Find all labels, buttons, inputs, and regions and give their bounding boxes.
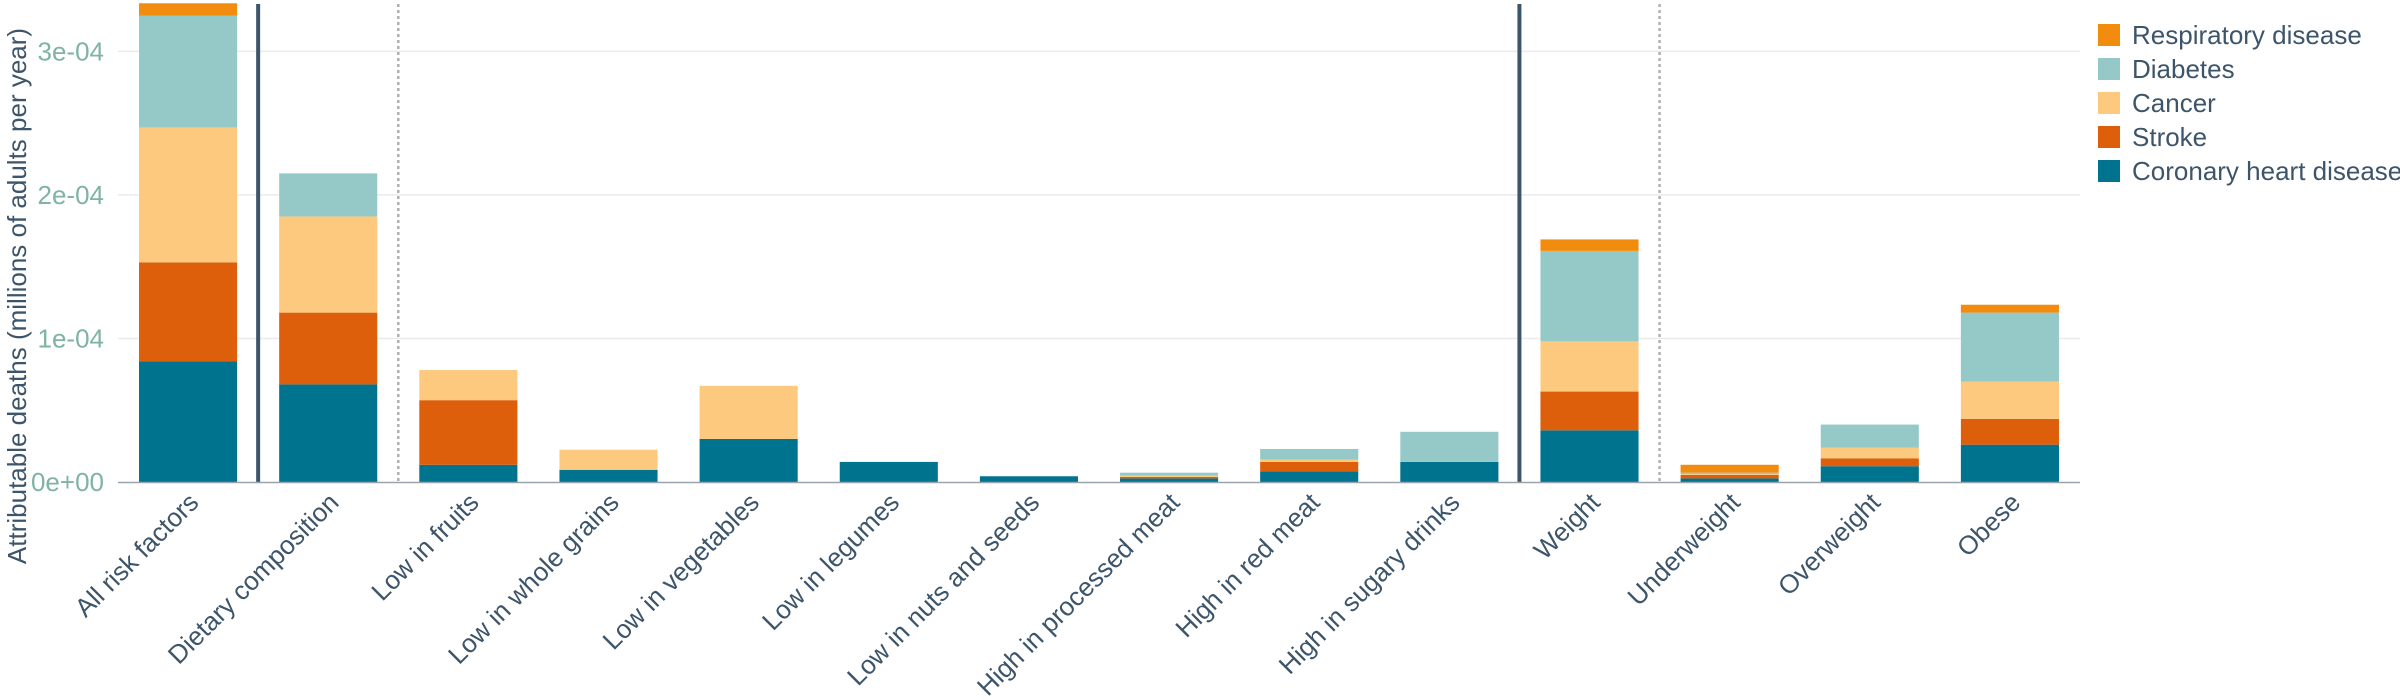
legend-label-1: Stroke bbox=[2132, 122, 2207, 152]
bars bbox=[139, 3, 2059, 482]
x-tick-label: Overweight bbox=[1772, 486, 1887, 601]
legend-swatch-3 bbox=[2098, 58, 2120, 80]
bar-segment-8-0 bbox=[1260, 471, 1359, 482]
bar-segment-12-1 bbox=[1820, 458, 1919, 467]
bar-segment-10-2 bbox=[1540, 341, 1639, 392]
bar-segment-7-2 bbox=[1120, 475, 1219, 477]
bar-segment-13-0 bbox=[1960, 444, 2059, 482]
bar-segment-0-4 bbox=[139, 3, 238, 16]
bar-segment-6-0 bbox=[979, 476, 1078, 482]
x-tick-label: High in red meat bbox=[1169, 486, 1326, 643]
y-tick-label: 2e-04 bbox=[38, 180, 105, 210]
x-tick-label: Low in legumes bbox=[756, 487, 905, 636]
bar-segment-7-0 bbox=[1120, 478, 1219, 482]
bar-segment-11-4 bbox=[1680, 464, 1779, 473]
bar-segment-2-2 bbox=[419, 370, 518, 401]
bar-segment-12-2 bbox=[1820, 447, 1919, 459]
legend-label-3: Diabetes bbox=[2132, 54, 2235, 84]
legend-swatch-2 bbox=[2098, 92, 2120, 114]
legend-swatch-0 bbox=[2098, 160, 2120, 182]
bar-segment-8-3 bbox=[1260, 448, 1359, 460]
bar-segment-2-1 bbox=[419, 400, 518, 465]
legend-swatch-4 bbox=[2098, 24, 2120, 46]
x-tick-label: Obese bbox=[1951, 487, 2026, 562]
y-axis-title: Attributable deaths (millions of adults … bbox=[2, 28, 32, 564]
bar-segment-10-1 bbox=[1540, 391, 1639, 431]
bar-segment-0-0 bbox=[139, 361, 238, 482]
y-tick-label: 0e+00 bbox=[31, 467, 104, 497]
x-tick-label: Weight bbox=[1528, 486, 1607, 565]
bar-segment-8-2 bbox=[1260, 459, 1359, 462]
bar-segment-1-2 bbox=[279, 216, 378, 313]
bar-segment-11-0 bbox=[1680, 478, 1779, 482]
bar-segment-13-2 bbox=[1960, 381, 2059, 419]
x-tick-label: All risk factors bbox=[69, 487, 205, 623]
bar-segment-8-1 bbox=[1260, 461, 1359, 472]
bar-segment-1-0 bbox=[279, 384, 378, 482]
bar-segment-3-0 bbox=[559, 469, 658, 482]
bar-segment-11-1 bbox=[1680, 474, 1779, 479]
bar-segment-4-0 bbox=[699, 438, 798, 482]
bar-segment-5-0 bbox=[839, 461, 938, 482]
bar-segment-13-4 bbox=[1960, 304, 2059, 313]
x-tick-label: Underweight bbox=[1621, 486, 1746, 611]
bar-segment-12-0 bbox=[1820, 466, 1919, 482]
bar-segment-0-2 bbox=[139, 127, 238, 263]
bar-segment-4-2 bbox=[699, 385, 798, 439]
legend-label-2: Cancer bbox=[2132, 88, 2216, 118]
bar-segment-10-4 bbox=[1540, 239, 1639, 251]
legend: Respiratory disease Diabetes Cancer Stroke C… bbox=[2098, 20, 2400, 186]
gridlines bbox=[118, 50, 2080, 340]
bar-segment-2-0 bbox=[419, 464, 518, 482]
legend-swatch-1 bbox=[2098, 126, 2120, 148]
bar-segment-12-3 bbox=[1820, 424, 1919, 448]
bar-segment-11-3 bbox=[1680, 472, 1779, 475]
legend-label-0: Coronary heart disease bbox=[2132, 156, 2400, 186]
bar-segment-1-3 bbox=[279, 173, 378, 217]
bar-segment-10-3 bbox=[1540, 250, 1639, 342]
group-separators bbox=[256, 4, 1661, 482]
bar-segment-10-0 bbox=[1540, 430, 1639, 482]
x-tick-label: Low in fruits bbox=[365, 487, 484, 606]
bar-segment-13-1 bbox=[1960, 418, 2059, 445]
y-tick-label: 1e-04 bbox=[38, 323, 105, 353]
bar-segment-3-2 bbox=[559, 449, 658, 470]
bar-segment-11-2 bbox=[1680, 474, 1779, 475]
bar-segment-0-1 bbox=[139, 262, 238, 362]
legend-label-4: Respiratory disease bbox=[2132, 20, 2362, 50]
bar-segment-7-1 bbox=[1120, 476, 1219, 479]
x-tick-label: Low in vegetables bbox=[596, 487, 764, 655]
bar-segment-0-3 bbox=[139, 15, 238, 128]
bar-segment-9-0 bbox=[1400, 461, 1499, 482]
y-tick-label: 3e-04 bbox=[38, 36, 105, 66]
bar-segment-7-3 bbox=[1120, 472, 1219, 476]
bar-segment-9-3 bbox=[1400, 431, 1499, 462]
bar-segment-1-1 bbox=[279, 312, 378, 385]
bar-segment-13-3 bbox=[1960, 312, 2059, 382]
